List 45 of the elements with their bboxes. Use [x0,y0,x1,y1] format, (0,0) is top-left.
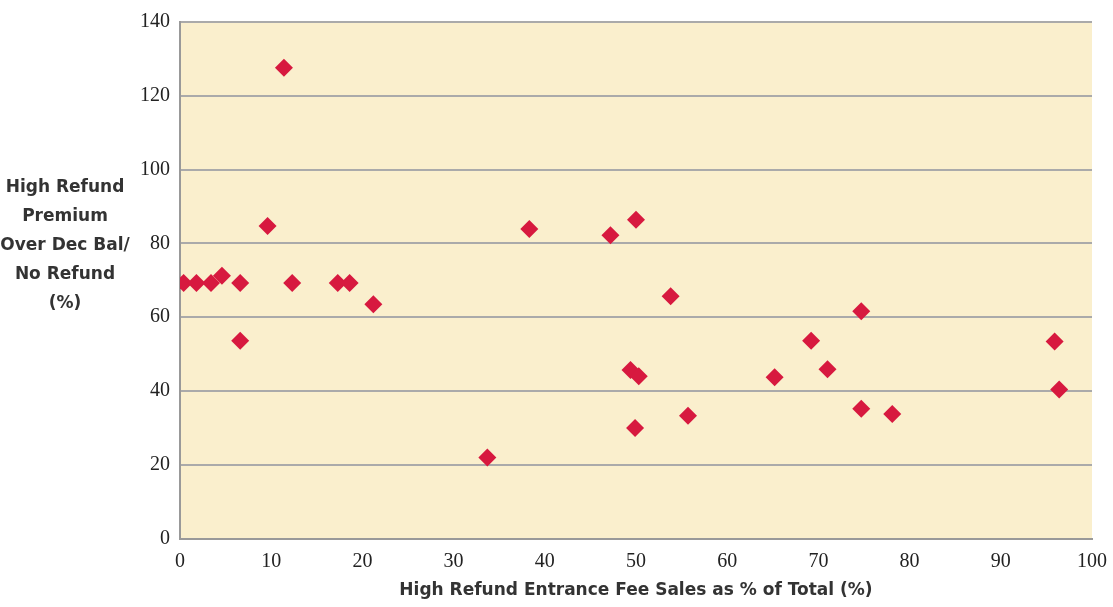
x-tick-label: 30 [443,548,464,571]
y-tick-label: 20 [150,452,170,475]
point [818,360,837,379]
x-tick-label: 20 [352,548,373,571]
point [478,448,497,467]
point [212,266,231,285]
point [1045,332,1064,351]
y-tick-label: 40 [150,378,170,401]
x-tick-label: 100 [1077,548,1107,571]
point [601,226,620,245]
point [678,406,697,425]
x-tick-label: 0 [175,548,185,571]
x-tick-label: 90 [990,548,1011,571]
x-axis-title: High Refund Entrance Fee Sales as % of Total (%) [399,579,873,600]
x-tick-label: 60 [717,548,738,571]
point [364,295,383,314]
point [765,368,784,387]
point [626,418,645,437]
x-tick-label: 80 [899,548,920,571]
y-axis-title: High Refund Premium Over Dec Bal/ No Refund (%) [0,175,130,314]
point [852,399,871,418]
point [258,217,277,236]
point [883,404,902,423]
y-tick-label: 0 [160,525,170,548]
y-tick-label: 100 [140,156,170,179]
point [202,273,221,292]
y-tick-label: 60 [150,304,170,327]
x-tick-label: 40 [534,548,555,571]
point [231,331,250,350]
y-tick-label: 80 [150,230,170,253]
point [627,210,645,229]
x-tick-label: 50 [626,548,646,571]
y-tick-label: 140 [140,9,170,32]
x-tick-label: 70 [808,548,829,571]
point [231,273,250,292]
point [629,367,648,386]
point [1050,380,1069,399]
x-tick-label: 10 [261,548,282,571]
point [661,287,680,306]
y-tick-label: 120 [140,83,170,106]
point [802,331,821,350]
point [520,220,539,239]
point [283,273,302,292]
point [852,302,871,321]
point [274,58,293,77]
